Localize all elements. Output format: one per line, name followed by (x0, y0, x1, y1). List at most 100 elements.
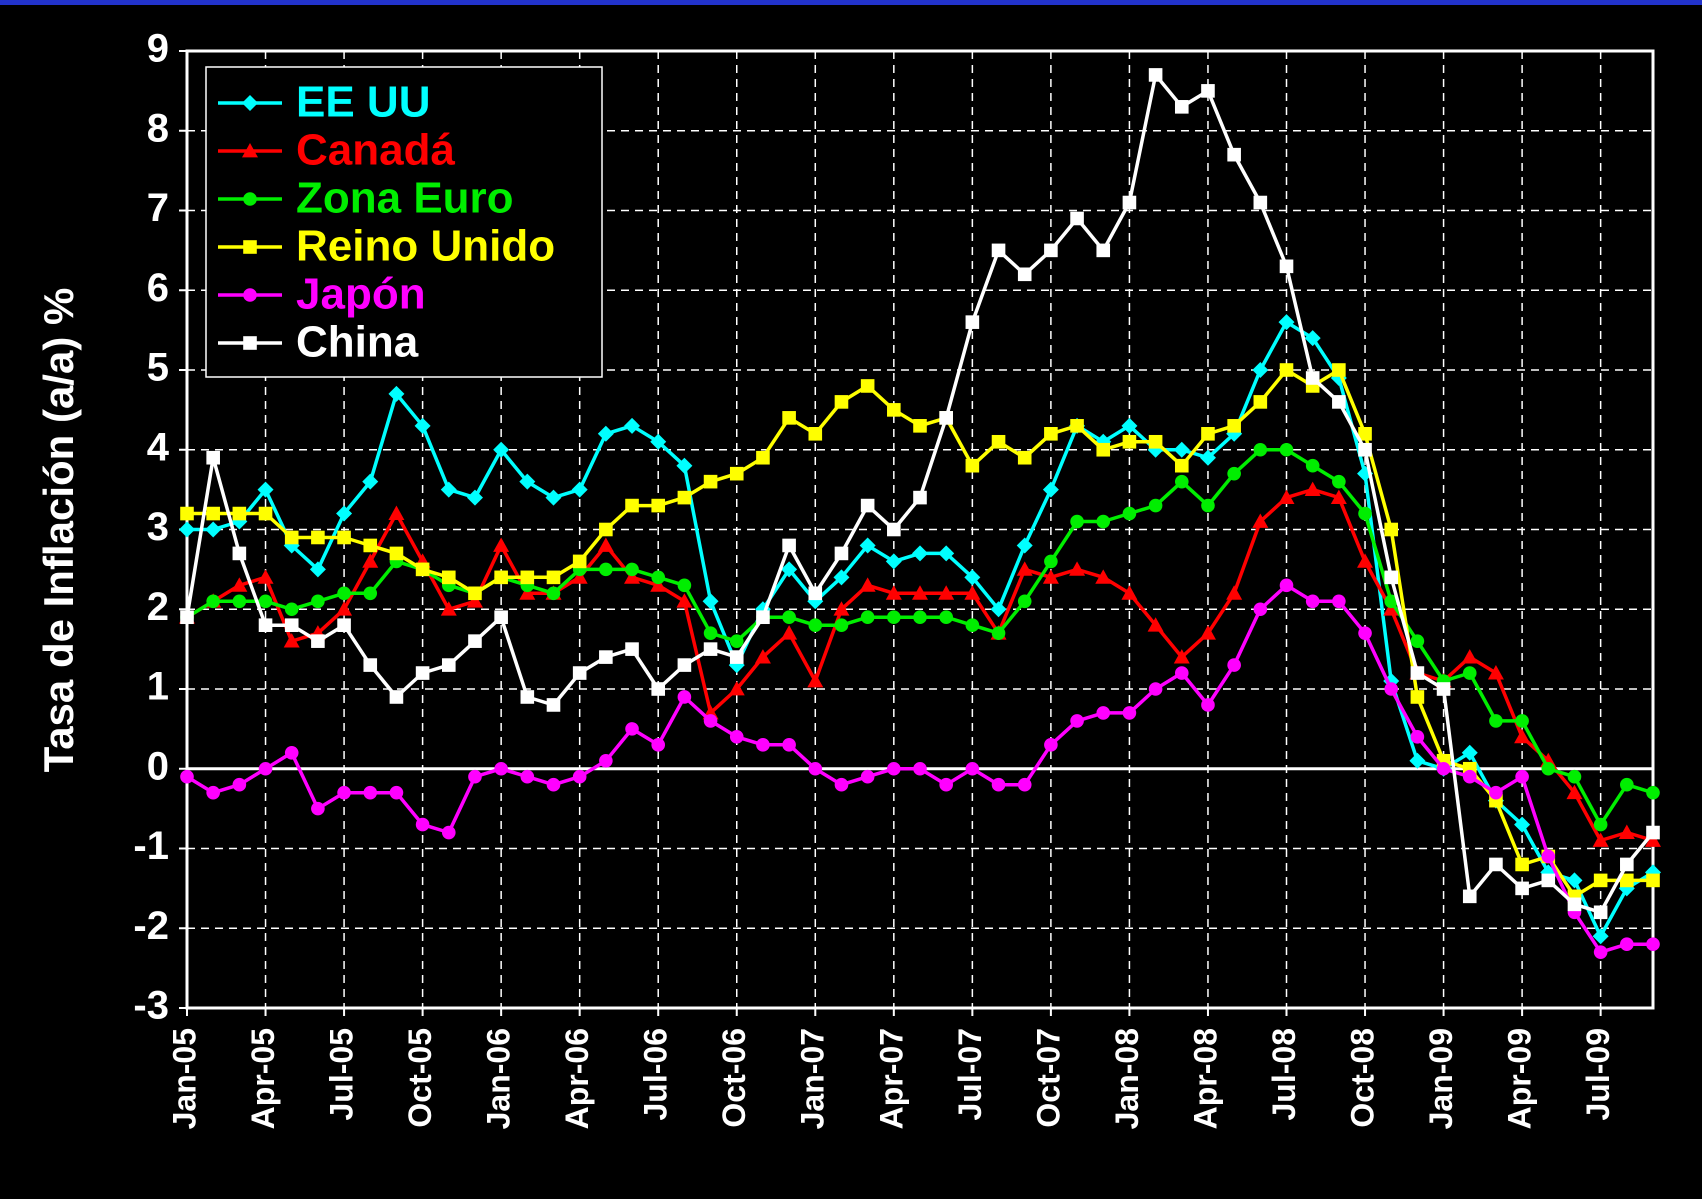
marker (362, 553, 379, 568)
marker (1016, 561, 1033, 576)
marker (1096, 442, 1111, 457)
marker (311, 634, 325, 648)
marker (808, 427, 823, 441)
marker (494, 761, 508, 776)
marker (519, 585, 536, 600)
marker (1279, 363, 1294, 377)
marker (1199, 625, 1216, 640)
marker (1357, 553, 1374, 568)
marker (939, 777, 953, 792)
marker (597, 537, 614, 552)
y-tick-label: -1 (133, 824, 169, 868)
marker (205, 521, 222, 538)
marker (782, 738, 796, 752)
marker (1305, 458, 1320, 473)
marker (939, 411, 953, 425)
marker (1279, 442, 1294, 457)
marker (519, 473, 536, 490)
marker (415, 817, 430, 832)
marker (206, 450, 220, 465)
series (180, 68, 1660, 920)
marker (1332, 594, 1346, 609)
marker (337, 618, 351, 632)
marker (389, 546, 404, 561)
marker (1173, 649, 1190, 664)
marker (1201, 427, 1215, 441)
marker (781, 561, 798, 578)
marker (1227, 466, 1241, 481)
marker (206, 594, 220, 609)
marker (1384, 522, 1399, 537)
marker (599, 753, 613, 768)
x-tick-label: Jan-08 (1109, 1028, 1145, 1129)
marker (1017, 267, 1032, 282)
marker (756, 610, 770, 625)
marker (284, 530, 299, 545)
marker (1042, 481, 1059, 498)
x-tick-label: Jul-08 (1266, 1028, 1302, 1120)
marker (1174, 458, 1189, 473)
marker (1095, 569, 1112, 584)
x-tick-label: Oct-05 (402, 1028, 438, 1128)
marker (938, 545, 955, 562)
y-tick-label: 3 (147, 505, 169, 549)
marker (1148, 682, 1163, 696)
marker (1044, 243, 1058, 258)
legend-label: EE UU (296, 78, 430, 127)
marker (337, 586, 351, 601)
marker (965, 315, 980, 329)
x-tick-label: Jul-09 (1580, 1028, 1616, 1120)
marker (833, 569, 850, 586)
marker (388, 505, 405, 520)
y-tick-label: 9 (147, 27, 169, 71)
marker (1304, 481, 1321, 497)
marker (808, 618, 823, 632)
y-axis-label: Tasa de Inflación (a/a) % (35, 288, 82, 773)
x-tick-label: Jan-05 (166, 1028, 202, 1129)
marker (388, 385, 405, 402)
x-tick-label: Apr-06 (559, 1028, 595, 1129)
marker (964, 569, 981, 586)
marker (913, 419, 927, 433)
marker (311, 801, 325, 816)
marker (1566, 784, 1583, 800)
marker (677, 578, 692, 593)
marker (1070, 514, 1084, 529)
marker (754, 649, 771, 664)
marker (859, 537, 876, 554)
legend-label: Reino Unido (296, 222, 555, 271)
marker (1017, 450, 1032, 465)
x-tick-label: Apr-09 (1502, 1028, 1538, 1129)
marker (990, 601, 1007, 618)
marker (625, 722, 639, 736)
marker (1174, 100, 1189, 114)
marker (311, 594, 325, 609)
marker (991, 243, 1006, 258)
marker (1384, 594, 1399, 609)
legend-marker (243, 288, 257, 302)
marker (179, 521, 195, 538)
marker (808, 586, 823, 601)
marker (1253, 195, 1268, 210)
marker (257, 569, 274, 584)
marker (1620, 777, 1634, 792)
marker (703, 626, 718, 640)
marker (1227, 147, 1241, 162)
marker (1122, 706, 1137, 720)
marker (572, 769, 587, 784)
marker (964, 585, 981, 600)
marker (466, 489, 483, 506)
marker (1514, 728, 1531, 744)
marker (991, 626, 1006, 640)
marker (363, 538, 378, 553)
marker (676, 457, 693, 474)
marker (309, 561, 326, 578)
marker (1409, 752, 1426, 769)
marker (599, 522, 613, 537)
marker (1514, 816, 1531, 833)
marker (1305, 371, 1320, 385)
marker (1304, 330, 1321, 347)
marker (1330, 489, 1347, 504)
marker (1252, 362, 1269, 378)
marker (1227, 419, 1241, 433)
